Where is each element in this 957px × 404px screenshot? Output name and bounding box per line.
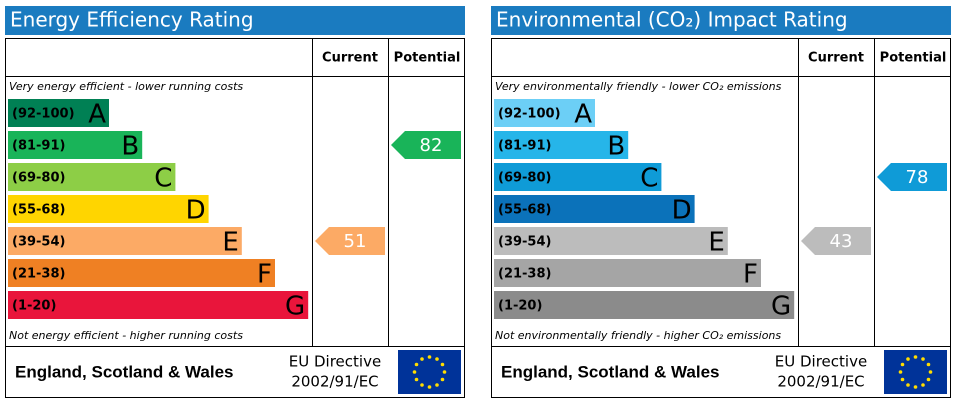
eu-star bbox=[420, 357, 424, 361]
eu-star bbox=[414, 377, 419, 382]
band-letter: E bbox=[222, 228, 238, 258]
band-range: (1-20) bbox=[12, 299, 56, 314]
rating-band bbox=[494, 99, 595, 127]
band-letter: A bbox=[88, 100, 106, 130]
band-range: (21-38) bbox=[12, 267, 65, 282]
band-range: (55-68) bbox=[498, 203, 551, 218]
eu-star bbox=[435, 357, 439, 361]
band-range: (81-91) bbox=[498, 139, 551, 154]
rating-band bbox=[8, 131, 143, 159]
band-letter: F bbox=[257, 260, 272, 290]
footer-region: England, Scotland & Wales bbox=[15, 362, 234, 381]
top-note: Very energy efficient - lower running co… bbox=[9, 80, 243, 93]
rating-band bbox=[8, 227, 242, 255]
eu-star bbox=[906, 383, 910, 387]
band-letter: C bbox=[640, 164, 658, 194]
rating-arrow bbox=[877, 163, 947, 191]
band-letter: C bbox=[154, 164, 172, 194]
rating-band bbox=[494, 227, 728, 255]
top-note: Very environmentally friendly - lower CO… bbox=[495, 80, 782, 93]
rating-band bbox=[494, 195, 695, 223]
eu-star bbox=[900, 362, 905, 367]
rating-band bbox=[8, 291, 309, 319]
directive: EU Directive bbox=[775, 353, 867, 371]
directive: 2002/91/EC bbox=[291, 373, 378, 391]
column-header: Potential bbox=[880, 51, 947, 66]
directive: 2002/91/EC bbox=[777, 373, 864, 391]
eu-star bbox=[913, 385, 918, 389]
band-letter: G bbox=[771, 292, 791, 322]
band-letter: B bbox=[121, 132, 139, 162]
title-bar bbox=[491, 6, 951, 35]
band-range: (81-91) bbox=[12, 139, 65, 154]
rating-band bbox=[8, 259, 275, 287]
band-range: (55-68) bbox=[12, 203, 65, 218]
band-range: (39-54) bbox=[498, 235, 551, 250]
column-header: Current bbox=[808, 51, 864, 66]
rating-band bbox=[8, 99, 109, 127]
directive: EU Directive bbox=[289, 353, 381, 371]
eu-star bbox=[921, 383, 925, 387]
epc-panel: Environmental (CO₂) Impact Rating Current… bbox=[491, 6, 951, 398]
band-range: (21-38) bbox=[498, 267, 551, 282]
bottom-note: Not energy efficient - higher running co… bbox=[9, 329, 243, 342]
eu-star bbox=[898, 370, 903, 374]
rating-band bbox=[8, 195, 209, 223]
eu-star bbox=[412, 370, 417, 374]
band-letter: D bbox=[672, 196, 692, 226]
rating-band bbox=[494, 163, 662, 191]
band-letter: B bbox=[607, 132, 625, 162]
rating-band bbox=[8, 163, 176, 191]
rating-band bbox=[494, 131, 629, 159]
rating-arrow bbox=[801, 227, 871, 255]
rating-arrow bbox=[315, 227, 385, 255]
panel-title: Energy Efficiency Rating bbox=[10, 8, 254, 32]
eu-star bbox=[427, 355, 432, 359]
eu-star bbox=[906, 357, 910, 361]
band-letter: D bbox=[186, 196, 206, 226]
eu-star bbox=[913, 355, 918, 359]
eu-star bbox=[926, 362, 931, 367]
eu-star bbox=[928, 370, 933, 374]
frame bbox=[5, 38, 465, 398]
panel-title: Environmental (CO₂) Impact Rating bbox=[496, 8, 848, 32]
band-range: (69-80) bbox=[498, 171, 551, 186]
band-range: (1-20) bbox=[498, 299, 542, 314]
band-letter: G bbox=[285, 292, 305, 322]
eu-star bbox=[440, 362, 445, 367]
rating-value: 51 bbox=[344, 231, 367, 252]
band-range: (92-100) bbox=[12, 107, 75, 122]
eu-star bbox=[442, 370, 447, 374]
band-range: (92-100) bbox=[498, 107, 561, 122]
eu-star bbox=[427, 385, 432, 389]
column-header: Current bbox=[322, 51, 378, 66]
rating-band bbox=[494, 291, 795, 319]
eu-star bbox=[900, 377, 905, 382]
band-letter: F bbox=[743, 260, 758, 290]
column-header: Potential bbox=[394, 51, 461, 66]
rating-value: 43 bbox=[830, 231, 853, 252]
eu-star bbox=[926, 377, 931, 382]
band-letter: A bbox=[574, 100, 592, 130]
rating-arrow bbox=[391, 131, 461, 159]
eu-star bbox=[921, 357, 925, 361]
eu-star bbox=[440, 377, 445, 382]
rating-value: 78 bbox=[906, 167, 929, 188]
frame bbox=[491, 38, 951, 398]
title-bar bbox=[5, 6, 465, 35]
eu-star bbox=[414, 362, 419, 367]
eu-star bbox=[420, 383, 424, 387]
bottom-note: Not environmentally friendly - higher CO… bbox=[495, 329, 781, 342]
band-range: (69-80) bbox=[12, 171, 65, 186]
rating-band bbox=[494, 259, 761, 287]
epc-panel: Energy Efficiency Rating Current Potential… bbox=[5, 6, 465, 398]
footer-region: England, Scotland & Wales bbox=[501, 362, 720, 381]
rating-value: 82 bbox=[420, 135, 443, 156]
eu-star bbox=[435, 383, 439, 387]
band-letter: E bbox=[708, 228, 724, 258]
band-range: (39-54) bbox=[12, 235, 65, 250]
